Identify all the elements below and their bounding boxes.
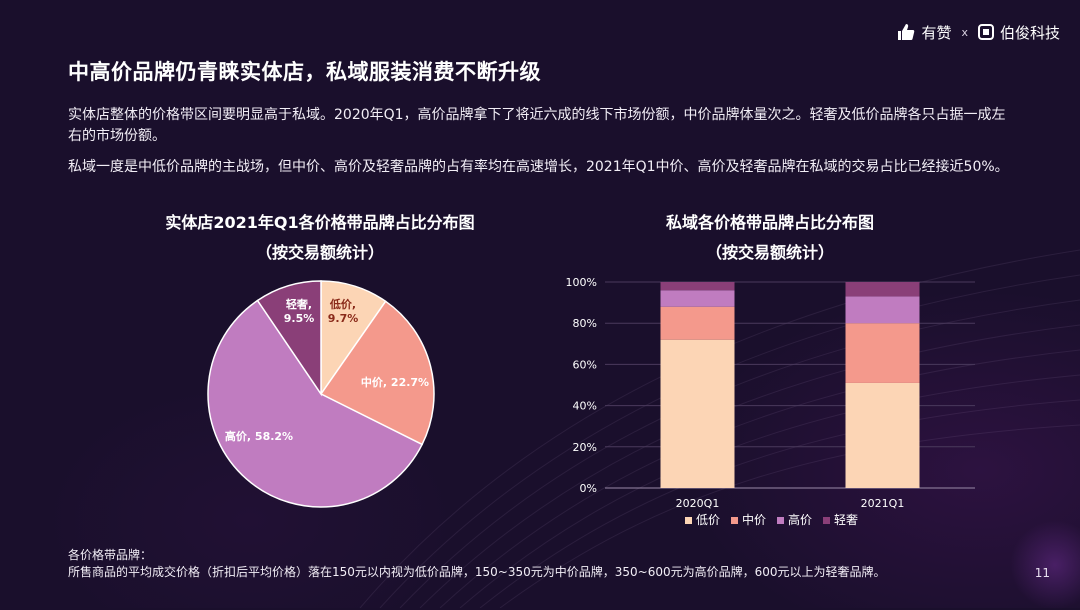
pie-label-轻奢: 轻奢, 9.5% bbox=[284, 297, 315, 325]
y-tick-label: 20% bbox=[573, 441, 597, 454]
pie-chart-title-line1: 实体店2021年Q1各价格带品牌占比分布图 bbox=[165, 213, 475, 232]
bar-segment-2021Q1-中价 bbox=[845, 323, 920, 383]
x-tick-label: 2020Q1 bbox=[676, 497, 720, 510]
y-tick-label: 40% bbox=[573, 400, 597, 413]
bar-chart-title-line2: （按交易额统计） bbox=[705, 243, 834, 262]
legend-swatch-高价 bbox=[777, 517, 784, 524]
brand-separator: x bbox=[961, 25, 968, 39]
page-title: 中高价品牌仍青睐实体店，私域服装消费不断升级 bbox=[68, 60, 541, 84]
legend-swatch-低价 bbox=[685, 517, 692, 524]
legend-label-低价: 低价 bbox=[696, 513, 720, 527]
pie-label-中价: 中价, 22.7% bbox=[361, 375, 429, 389]
brand-logos: 有赞 x 伯俊科技 bbox=[897, 20, 1060, 44]
stacked-bar-chart: 0% 20% 40% 60% 80% 100% 2020Q1 2021Q1 低价 中价 高价 轻奢 bbox=[566, 276, 975, 527]
bar-segment-2020Q1-轻奢 bbox=[660, 282, 735, 291]
bar-segment-2020Q1-中价 bbox=[660, 306, 735, 340]
bar-chart-title: 私域各价格带品牌占比分布图 （按交易额统计） bbox=[560, 208, 980, 268]
bar-segment-2021Q1-轻奢 bbox=[845, 282, 920, 297]
bar-segment-2020Q1-高价 bbox=[660, 290, 735, 307]
pie-slice-轻奢 bbox=[256, 280, 322, 397]
y-tick-label: 0% bbox=[580, 482, 597, 495]
footnote: 各价格带品牌： 所售商品的平均成交价格（折扣后平均价格）落在150元以内视为低价… bbox=[68, 547, 1028, 581]
y-tick-label: 100% bbox=[566, 276, 597, 289]
thumbs-up-icon bbox=[897, 23, 915, 41]
page-number: 11 bbox=[1034, 566, 1050, 580]
legend-label-高价: 高价 bbox=[788, 512, 812, 527]
pie-chart-title-line2: （按交易额统计） bbox=[255, 243, 384, 262]
paragraph-1: 实体店整体的价格带区间要明显高于私域。2020年Q1，高价品牌拿下了将近六成的线… bbox=[68, 107, 1006, 144]
y-tick-label: 60% bbox=[573, 358, 597, 371]
footnote-line2: 所售商品的平均成交价格（折扣后平均价格）落在150元以内视为低价品牌，150~3… bbox=[68, 565, 886, 579]
pie-label-高价: 高价, 58.2% bbox=[225, 429, 293, 443]
pie-label-低价: 低价, 9.7% bbox=[328, 297, 359, 325]
paragraph-2: 私域一度是中低价品牌的主战场，但中价、高价及轻奢品牌的占有率均在高速增长，202… bbox=[68, 159, 1009, 175]
corner-glow bbox=[1010, 520, 1080, 610]
pie-slice-中价 bbox=[319, 300, 435, 446]
legend-swatch-轻奢 bbox=[823, 517, 830, 524]
x-tick-label: 2021Q1 bbox=[861, 497, 905, 510]
y-tick-label: 80% bbox=[573, 317, 597, 330]
legend-swatch-中价 bbox=[731, 517, 738, 524]
bojun-logo-icon bbox=[977, 24, 994, 40]
brand-name-bojun: 伯俊科技 bbox=[999, 23, 1060, 42]
brand-name-youzan: 有赞 bbox=[921, 23, 952, 42]
bar-segment-2021Q1-低价 bbox=[845, 382, 920, 488]
footnote-line1: 各价格带品牌： bbox=[68, 548, 153, 562]
bar-chart-title-line1: 私域各价格带品牌占比分布图 bbox=[665, 213, 874, 232]
bar-segment-2020Q1-低价 bbox=[660, 339, 735, 488]
pie-slice-高价 bbox=[207, 299, 424, 508]
pie-chart: 低价, 9.7% 中价, 22.7% 高价, 58.2% 轻奢, 9.5% bbox=[207, 280, 435, 508]
legend-label-中价: 中价 bbox=[742, 512, 766, 527]
legend-label-轻奢: 轻奢 bbox=[834, 513, 858, 527]
pie-chart-title: 实体店2021年Q1各价格带品牌占比分布图 （按交易额统计） bbox=[110, 208, 530, 268]
bar-segment-2021Q1-高价 bbox=[845, 296, 920, 324]
